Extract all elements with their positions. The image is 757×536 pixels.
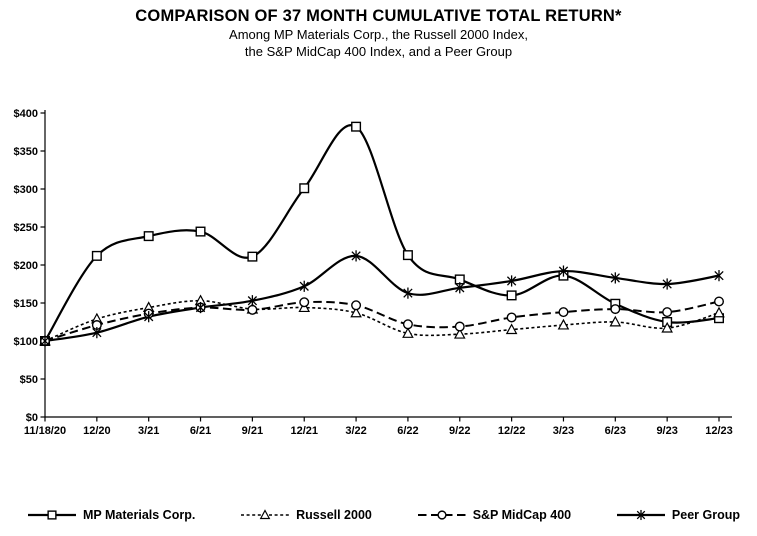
x-axis-tick-label: 12/20	[83, 425, 111, 437]
chart-header: COMPARISON OF 37 MONTH CUMULATIVE TOTAL …	[0, 7, 757, 60]
legend-label: Russell 2000	[296, 508, 372, 522]
square-marker	[91, 250, 102, 261]
circle-marker	[558, 307, 569, 318]
circle-marker	[437, 510, 447, 520]
x-axis-tick-label: 6/22	[397, 425, 418, 437]
axes	[44, 110, 732, 418]
circle-marker	[247, 304, 258, 315]
y-axis-tick-label: $200	[14, 260, 38, 272]
circle-marker	[714, 296, 725, 307]
y-axis-tick-label: $400	[14, 108, 38, 120]
x-axis-tick-label: 11/18/20	[24, 425, 66, 437]
x-axis-tick-label: 12/23	[705, 425, 733, 437]
series-line-peer-group	[44, 254, 720, 343]
square-marker	[299, 183, 310, 194]
triangle-marker	[557, 318, 570, 330]
legend-item-s-p-midcap-400: S&P MidCap 400	[417, 508, 572, 522]
x-axis-tick-label: 9/21	[242, 425, 263, 437]
asterisk-marker	[714, 270, 724, 282]
asterisk-marker	[247, 295, 258, 307]
y-axis-tick-label: $250	[14, 222, 38, 234]
y-axis-tick-label: $300	[14, 184, 38, 196]
asterisk-marker	[195, 301, 206, 314]
triangle-marker	[713, 306, 725, 318]
y-axis-tick-label: $150	[14, 298, 38, 310]
legend-swatch-circle	[417, 510, 466, 520]
chart-title: COMPARISON OF 37 MONTH CUMULATIVE TOTAL …	[135, 7, 622, 25]
asterisk-marker	[506, 275, 517, 287]
asterisk-marker	[403, 287, 413, 299]
legend-item-russell-2000: Russell 2000	[241, 508, 372, 522]
asterisk-marker	[610, 272, 620, 284]
triangle-marker	[350, 306, 362, 318]
legend-swatch-asterisk	[616, 509, 665, 521]
square-marker	[47, 510, 57, 520]
x-axis-tick-label: 6/23	[605, 425, 626, 437]
triangle-marker	[609, 315, 622, 327]
series-line-russell-2000	[44, 299, 720, 342]
x-axis-tick-label: 9/22	[449, 425, 470, 437]
asterisk-marker	[351, 250, 361, 262]
asterisk-marker	[299, 280, 309, 292]
y-axis-tick-label: $50	[20, 374, 38, 386]
triangle-marker	[505, 323, 518, 335]
x-axis-tick-label: 3/23	[553, 425, 574, 437]
y-axis-tick-label: $0	[26, 412, 38, 424]
circle-marker	[351, 300, 362, 311]
circle-marker	[454, 321, 465, 332]
x-axis-tick-label: 6/21	[190, 425, 211, 437]
square-marker	[247, 251, 258, 262]
triangle-marker	[661, 321, 673, 333]
triangle-marker	[453, 327, 466, 339]
y-axis-tick-label: $100	[14, 336, 38, 348]
x-axis-tick-label: 3/22	[345, 425, 366, 437]
legend-label: MP Materials Corp.	[83, 508, 196, 522]
legend-item-peer-group: Peer Group	[616, 508, 740, 522]
legend-item-mp-materials-corp-: MP Materials Corp.	[28, 508, 195, 522]
circle-marker	[662, 307, 673, 318]
x-axis-tick-label: 9/23	[656, 425, 677, 437]
x-axis-tick-label: 12/21	[290, 425, 318, 437]
triangle-marker	[402, 327, 414, 338]
circle-marker	[610, 304, 621, 315]
asterisk-marker	[662, 278, 672, 290]
triangle-marker	[259, 509, 271, 520]
asterisk-marker	[144, 311, 154, 323]
asterisk-marker	[92, 327, 102, 339]
legend-label: S&P MidCap 400	[472, 508, 572, 522]
square-marker	[351, 121, 362, 132]
square-marker	[195, 226, 206, 237]
asterisk-marker	[636, 509, 646, 521]
chart-subtitle-line-1: Among MP Materials Corp., the Russell 20…	[229, 26, 528, 42]
circle-marker	[506, 312, 517, 323]
x-axis-tick-label: 12/22	[498, 425, 526, 437]
chart-legend: MP Materials Corp. Russell 2000 S&P MidCap…	[28, 503, 740, 527]
square-marker	[402, 250, 413, 261]
legend-swatch-square	[28, 510, 76, 520]
circle-marker	[402, 319, 413, 330]
asterisk-marker	[455, 282, 465, 294]
legend-swatch-triangle	[241, 509, 290, 520]
x-axis-tick-label: 3/21	[138, 425, 159, 437]
asterisk-marker	[558, 265, 569, 277]
chart-subtitle-line-2: the S&P MidCap 400 Index, and a Peer Gro…	[244, 43, 513, 59]
asterisk-marker	[40, 335, 50, 347]
square-marker	[143, 231, 154, 242]
y-axis-tick-label: $350	[14, 146, 38, 158]
circle-marker	[299, 297, 310, 308]
legend-label: Peer Group	[671, 508, 740, 522]
square-marker	[506, 290, 517, 301]
